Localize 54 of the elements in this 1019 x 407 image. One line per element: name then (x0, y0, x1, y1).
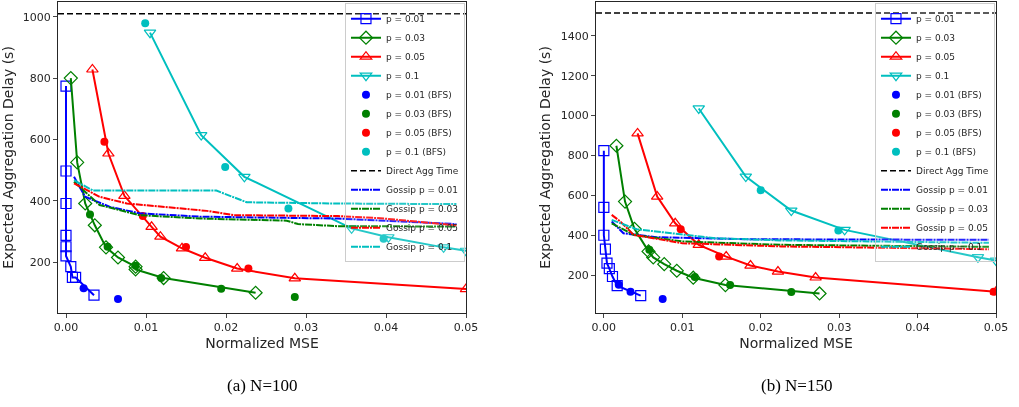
legend-label: Direct Agg Time (915, 166, 989, 177)
y-tick-label: 400 (29, 194, 51, 208)
y-axis-title: Expected Aggregation Delay (s) (537, 46, 554, 269)
text: (a) N=100 (227, 376, 298, 395)
legend-label: Gossip p = 0.1 (915, 242, 983, 253)
legend-label: p = 0.03 (385, 33, 425, 44)
x-tick-label: 0.01 (133, 321, 159, 335)
y-tick-label: 800 (29, 71, 51, 85)
legend-label: p = 0.03 (915, 33, 955, 44)
legend-label: p = 0.01 (915, 14, 955, 25)
y-tick-label: 1200 (560, 69, 589, 83)
y-tick-label: 1000 (22, 10, 51, 24)
text: (b) N=150 (761, 376, 833, 395)
legend-label: Gossip p = 0.03 (385, 204, 458, 215)
legend-label: p = 0.03 (BFS) (385, 109, 452, 120)
x-tick-label: 0.04 (905, 321, 930, 335)
legend-label: Gossip p = 0.03 (915, 204, 988, 215)
x-tick-label: 0.01 (670, 321, 695, 335)
legend-label: p = 0.1 (BFS) (385, 147, 447, 158)
x-tick-label: 0.02 (748, 321, 773, 335)
legend-label: p = 0.03 (BFS) (915, 109, 982, 120)
legend-label: p = 0.01 (BFS) (385, 90, 452, 101)
y-tick-label: 400 (567, 229, 589, 243)
y-axis-title: Expected Aggregation Delay (s) (0, 46, 16, 269)
legend-label: p = 0.01 (BFS) (915, 90, 982, 101)
legend-label: Direct Agg Time (385, 166, 459, 177)
legend-label: Gossip p = 0.01 (385, 185, 458, 196)
x-tick-label: 0.03 (826, 321, 852, 335)
legend-label: p = 0.05 (915, 52, 955, 63)
legend-label: Gossip p = 0.01 (915, 185, 988, 196)
x-tick-label: 0.02 (213, 321, 239, 335)
legend-label: p = 0.05 (BFS) (385, 128, 452, 139)
y-tick-label: 600 (567, 189, 589, 203)
y-tick-label: 1000 (560, 109, 589, 123)
x-tick-label: 0.05 (453, 321, 479, 335)
y-tick-label: 600 (29, 133, 51, 147)
legend-label: p = 0.05 (BFS) (915, 128, 982, 139)
x-tick-label: 0.03 (293, 321, 319, 335)
legend-label: Gossip p = 0.05 (915, 223, 988, 234)
y-tick-label: 1400 (560, 29, 589, 43)
legend-label: p = 0.1 (385, 71, 420, 82)
legend-label: p = 0.1 (BFS) (915, 147, 977, 158)
y-tick-label: 800 (567, 149, 589, 163)
x-tick-label: 0.00 (591, 321, 617, 335)
y-tick-label: 200 (29, 255, 51, 269)
legend-label: p = 0.01 (385, 14, 425, 25)
legend-label: p = 0.05 (385, 52, 425, 63)
legend-label: p = 0.1 (915, 71, 950, 82)
x-tick-label: 0.00 (53, 321, 79, 335)
x-tick-label: 0.05 (983, 321, 1009, 335)
y-tick-label: 200 (567, 268, 589, 282)
x-tick-label: 0.04 (373, 321, 399, 335)
x-axis-title: Normalized MSE (739, 334, 853, 351)
x-axis-title: Normalized MSE (205, 334, 319, 351)
